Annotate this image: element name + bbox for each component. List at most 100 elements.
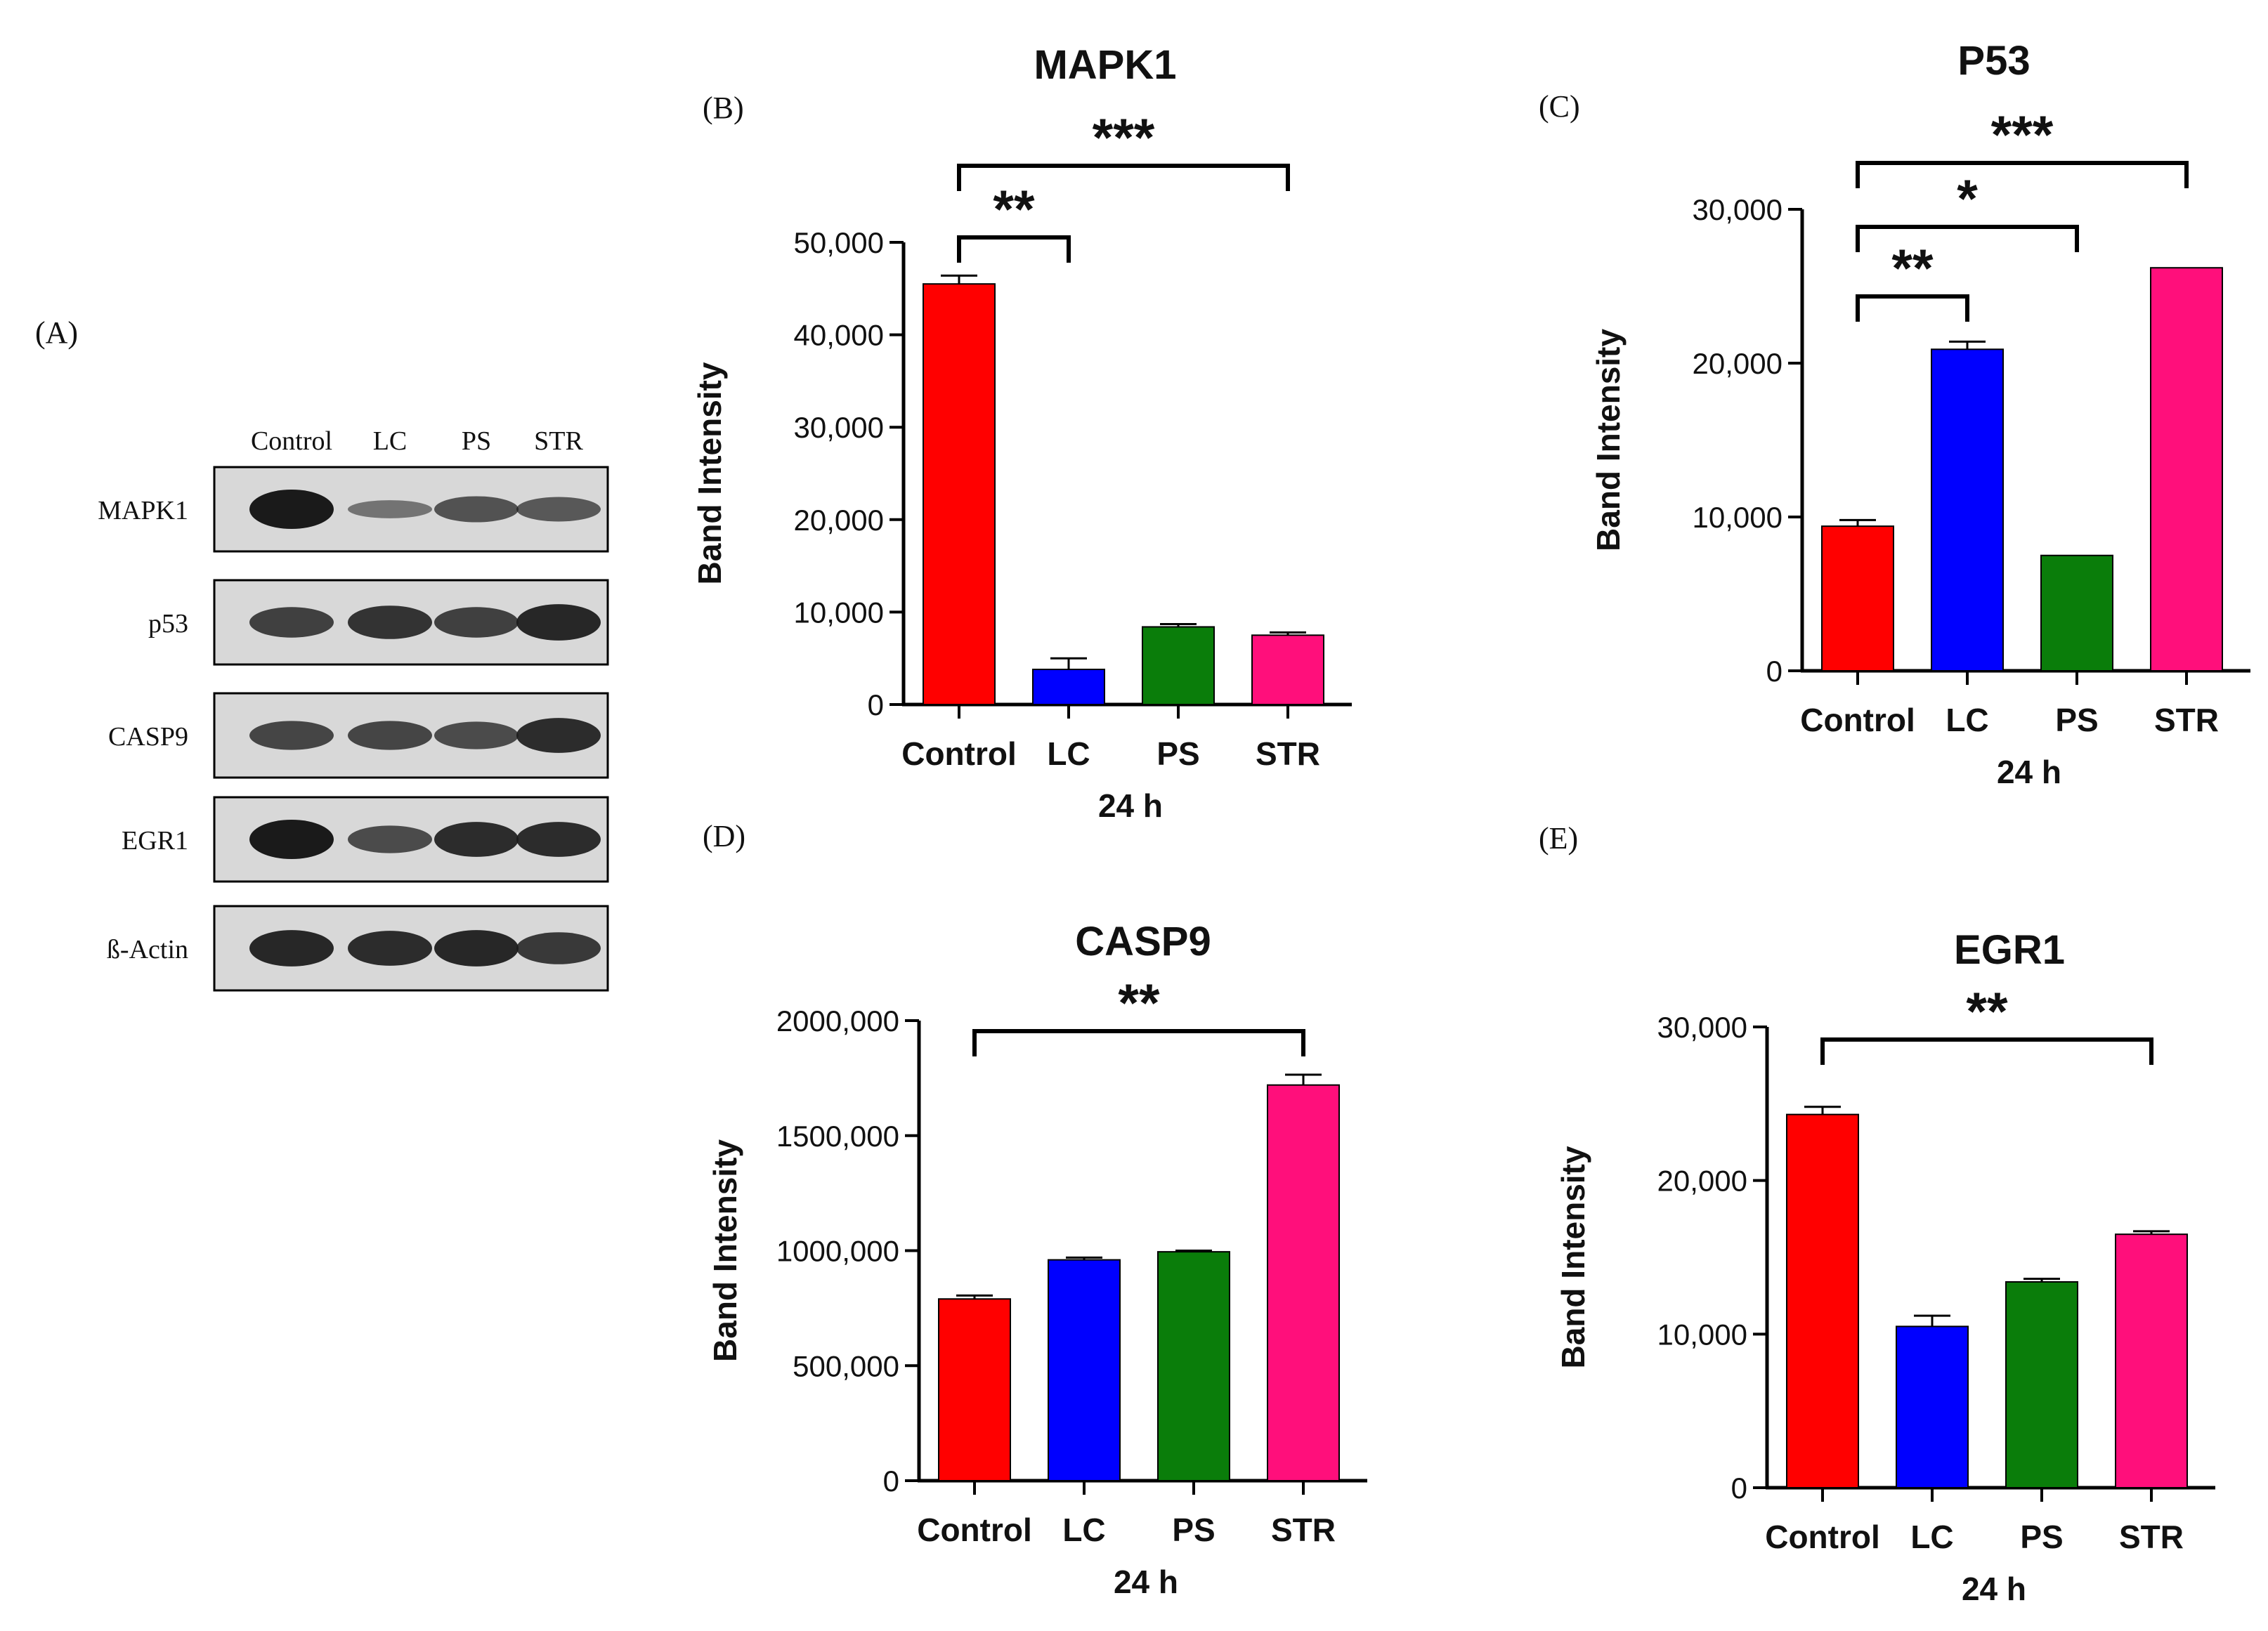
y-tick-label: 500,000 [793,1349,899,1382]
blot-band [516,718,601,753]
y-tick-label: 10,000 [1657,1318,1747,1351]
blot-band [348,825,432,853]
blot-band [434,721,519,749]
x-tick-label: LC [1062,1512,1105,1548]
blot-row: CASP9 [108,692,609,779]
panel-label: (E) [1539,821,1578,856]
significance-stars: ** [993,180,1035,240]
bar-str [1267,1084,1340,1481]
significance-stars: ** [1118,974,1160,1033]
x-tick-label: Control [1800,702,1915,738]
bracket-line [1856,161,2189,188]
x-tick-label: PS [1172,1512,1215,1548]
bar-control [1786,1113,1859,1488]
significance-stars: *** [1093,108,1155,168]
x-tick-label: Control [901,735,1017,772]
x-axis-label: 24 h [1098,787,1163,824]
western-blot-panel: (A) Control LC PS STR MAPK1 p53 CASP9 EGR1 ß-Acti… [35,315,609,992]
significance-bracket: ** [1820,982,2153,1065]
bar-ps [1142,626,1215,705]
x-axis-label: 24 h [1114,1564,1178,1600]
bracket-line [1820,1037,2153,1065]
bar-lc [1032,668,1105,706]
bar-str [1251,634,1324,705]
blot-band [516,822,601,857]
blot-band [249,820,334,859]
significance-bracket: ** [972,974,1305,1056]
blot-band [348,605,432,639]
blot-band [516,604,601,641]
bracket-line [1856,294,1969,322]
chart-title: EGR1 [1954,927,2065,973]
y-tick-label: 10,000 [1693,501,1783,534]
significance-stars: ** [1966,982,2008,1042]
x-tick-label: STR [1256,735,1320,772]
y-tick-label: 50,000 [794,226,884,259]
x-axis-label: 24 h [1962,1571,2026,1607]
chart-p53: (C) P53 0 10,000 20,000 30,000 Band Intensity C… [1539,38,2250,790]
x-tick-label: STR [1271,1512,1336,1548]
x-tick-label: STR [2119,1519,2184,1555]
bar-control [923,283,996,706]
blot-row-label: p53 [148,609,188,638]
blot-band [348,931,432,966]
y-tick-label: 10,000 [794,596,884,629]
y-tick-label: 2000,000 [776,1004,899,1037]
y-tick-label: 30,000 [1693,193,1783,226]
y-tick-label: 0 [1731,1472,1747,1505]
y-tick-label: 20,000 [1657,1165,1747,1198]
blot-band [516,932,601,964]
panel-label: (C) [1539,89,1580,124]
blot-row: MAPK1 [98,466,609,553]
y-tick-label: 20,000 [794,504,884,537]
significance-bracket: *** [1856,105,2189,188]
blot-band [249,930,334,967]
bar-ps [1157,1251,1230,1481]
blot-band [249,490,334,529]
significance-bracket: ** [957,180,1071,263]
panel-label: (D) [703,819,745,853]
significance-stars: ** [1891,239,1934,299]
y-tick-label: 0 [883,1465,899,1498]
y-axis-label: Band Intensity [707,1139,743,1362]
bar-charts: (B) MAPK1 0 10,000 20,000 30,000 40,000 50,000 B… [691,38,2250,1607]
x-tick-label: LC [1910,1519,1953,1555]
blot-band [348,721,432,750]
x-tick-label: PS [2020,1519,2063,1555]
bracket-line [1856,225,2079,252]
blot-band [434,607,519,638]
lane-label: PS [462,426,491,456]
blot-band [516,497,601,522]
chart-mapk1: (B) MAPK1 0 10,000 20,000 30,000 40,000 50,000 B… [691,42,1352,824]
blot-band [434,930,519,967]
y-axis-label: Band Intensity [1555,1146,1591,1368]
bar-ps [2005,1280,2078,1489]
bar-str [2150,267,2223,672]
bar-ps [2040,554,2113,672]
blot-band [434,496,519,523]
x-tick-label: PS [2055,702,2098,738]
y-tick-label: 40,000 [794,319,884,352]
blot-row-label: EGR1 [122,826,188,856]
bar-str [2115,1233,2188,1488]
y-tick-label: 20,000 [1693,347,1783,380]
y-tick-label: 1000,000 [776,1235,899,1268]
blot-band [434,822,519,857]
y-tick-label: 0 [1766,655,1783,688]
bar-lc [1048,1259,1121,1481]
blot-row-label: CASP9 [108,722,188,752]
bar-lc [1896,1325,1969,1489]
y-axis-label: Band Intensity [691,362,728,584]
blot-band [348,500,432,518]
significance-stars: * [1957,169,1978,229]
lane-label: LC [373,426,408,456]
y-tick-label: 0 [868,688,884,721]
x-tick-label: Control [917,1512,1032,1548]
y-axis-label: Band Intensity [1590,329,1627,551]
blot-row: p53 [148,579,609,666]
blot-row-label: MAPK1 [98,496,188,525]
significance-stars: *** [1991,105,2054,165]
panel-label: (B) [703,91,744,125]
y-tick-label: 1500,000 [776,1120,899,1153]
